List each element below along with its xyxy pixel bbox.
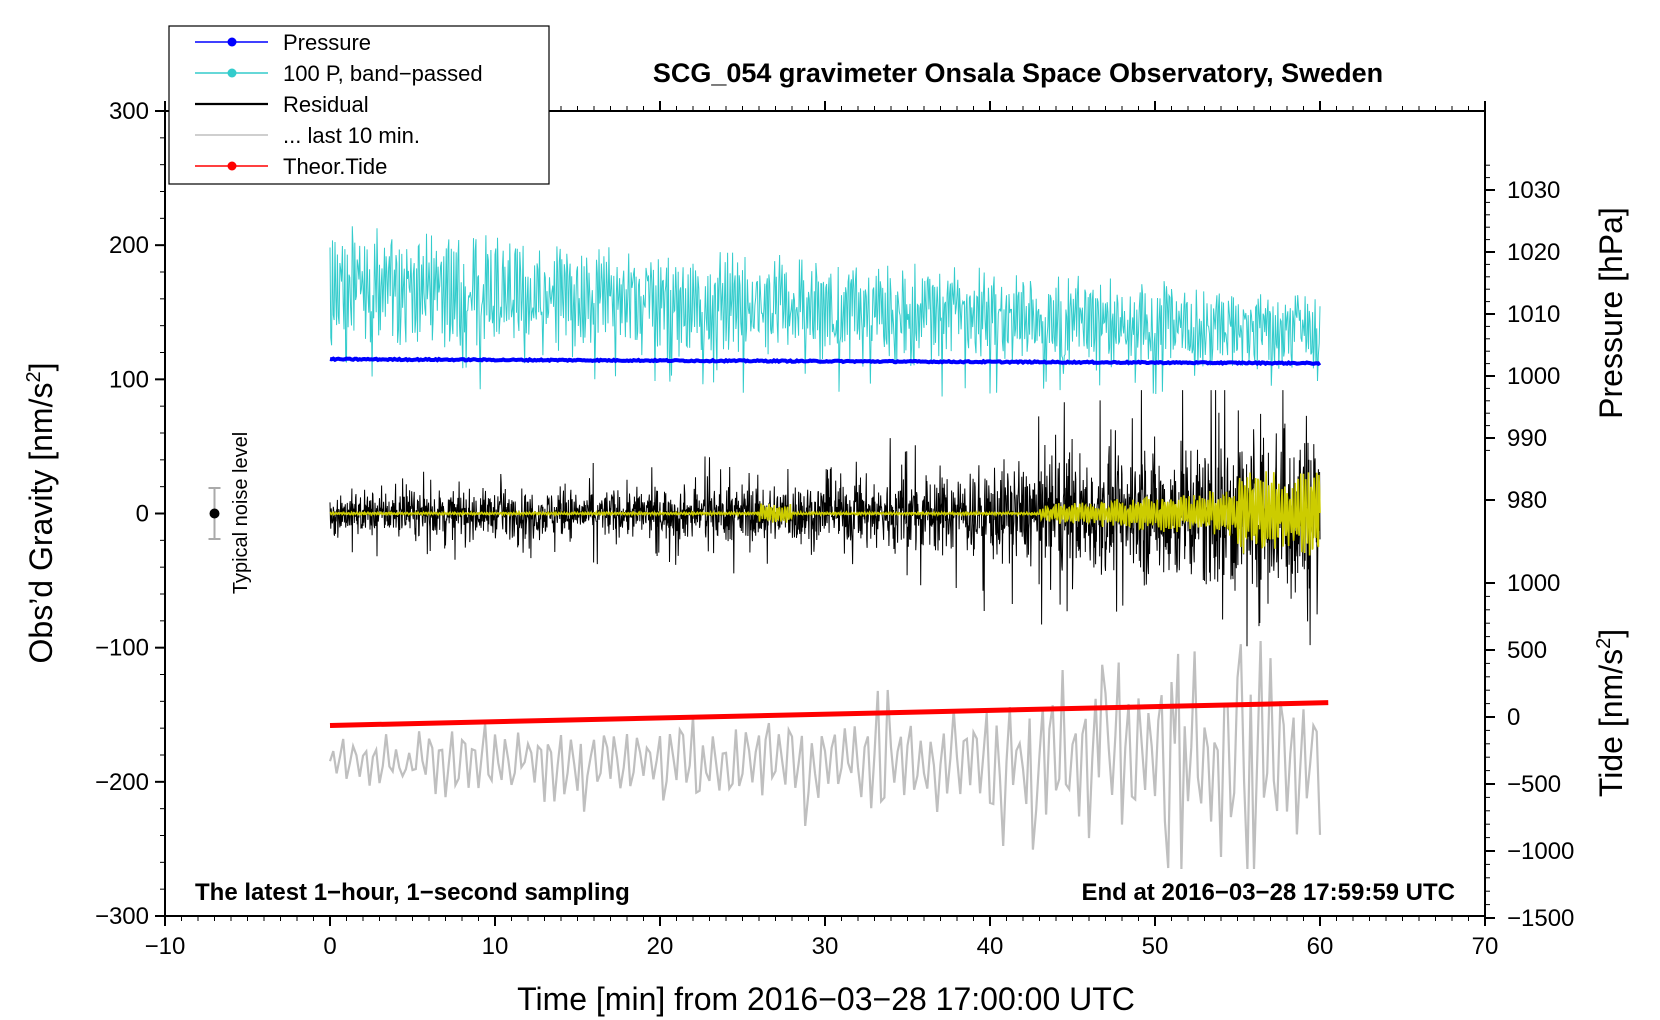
annotation-end-time: End at 2016−03−28 17:59:59 UTC [1081, 879, 1455, 906]
x-tick-label: 10 [482, 933, 509, 960]
tide-tick-label: −1000 [1507, 838, 1574, 865]
legend-label: ... last 10 min. [283, 123, 420, 148]
y-tick-label: 200 [109, 232, 149, 259]
legend-label: 100 P, band−passed [283, 61, 483, 86]
pressure-tick-label: 1030 [1507, 177, 1560, 204]
x-tick-label: 40 [977, 933, 1004, 960]
noise-bar [208, 487, 221, 540]
tide-tick-label: 500 [1507, 637, 1547, 664]
y-tick-label: −100 [95, 635, 149, 662]
y-axis-label-tide: Tide [nm/s2] [1593, 629, 1629, 797]
series-pressure [329, 356, 1322, 367]
pressure-tick-label: 1020 [1507, 239, 1560, 266]
series-theor-tide [329, 700, 1329, 728]
data-series [328, 226, 1329, 870]
x-tick-label: 20 [647, 933, 674, 960]
pressure-tick-label: 980 [1507, 487, 1547, 514]
y-tick-label: −300 [95, 903, 149, 930]
legend-label: Residual [283, 92, 369, 117]
tide-tick-label: −1500 [1507, 905, 1574, 932]
x-tick-label: 30 [812, 933, 839, 960]
y-tick-label: 100 [109, 366, 149, 393]
y-axis-label-pressure: Pressure [hPa] [1593, 207, 1629, 419]
x-tick-label: 70 [1472, 933, 1499, 960]
noise-bar-dot [209, 508, 220, 519]
legend-label: Theor.Tide [283, 154, 387, 179]
x-tick-label: 60 [1307, 933, 1334, 960]
tide-tick-label: −500 [1507, 771, 1561, 798]
pressure-tick-label: 1000 [1507, 363, 1560, 390]
x-axis-label: Time [min] from 2016−03−28 17:00:00 UTC [517, 981, 1135, 1017]
noise-label: Typical noise level [230, 432, 252, 594]
legend-marker [227, 37, 237, 47]
pressure-tick-label: 990 [1507, 425, 1547, 452]
chart-title: SCG_054 gravimeter Onsala Space Observat… [653, 58, 1383, 88]
series-pressure-bandpassed [329, 226, 1321, 397]
annotation-sampling: The latest 1−hour, 1−second sampling [195, 879, 630, 906]
pressure-tick-label: 1010 [1507, 301, 1560, 328]
y-tick-label: −200 [95, 769, 149, 796]
legend: Pressure 100 P, band−passed Residual ... la… [168, 25, 550, 185]
y-axis-label-left: Obs’d Gravity [nm/s2] [23, 363, 59, 664]
x-tick-label: −10 [145, 933, 186, 960]
axis-ticks: −10 0 10 20 30 40 50 60 70−300−200−1000100200300… [95, 98, 1574, 960]
x-tick-label: 50 [1142, 933, 1169, 960]
tide-tick-label: 1000 [1507, 570, 1560, 597]
legend-label: Pressure [283, 30, 371, 55]
series-last-10-min [328, 640, 1322, 870]
y-tick-label: 0 [136, 501, 149, 528]
y-tick-label: 300 [109, 98, 149, 125]
tide-tick-label: 0 [1507, 704, 1520, 731]
series-residual-smoothed [329, 471, 1321, 556]
legend-marker [227, 161, 237, 171]
x-tick-label: 0 [323, 933, 336, 960]
legend-marker [227, 68, 237, 78]
